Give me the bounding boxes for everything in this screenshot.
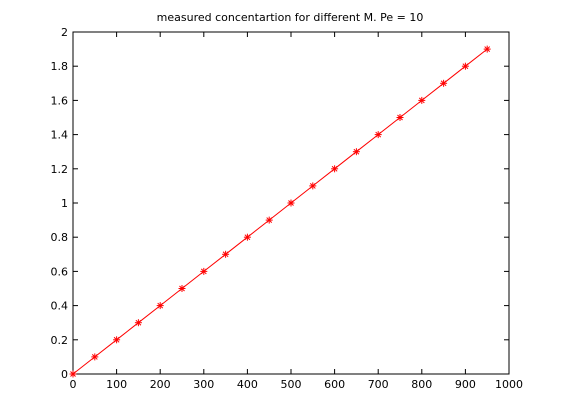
data-point-marker: [309, 182, 316, 189]
y-tick-label: 1.4: [51, 129, 69, 142]
data-point-marker: [266, 217, 273, 224]
data-point-marker: [331, 165, 338, 172]
data-point-marker: [200, 268, 207, 275]
x-tick-label: 1000: [495, 378, 523, 391]
data-point-marker: [353, 148, 360, 155]
data-point-marker: [70, 371, 77, 378]
y-tick-label: 0.8: [51, 231, 69, 244]
x-tick-label: 600: [324, 378, 345, 391]
data-point-marker: [113, 336, 120, 343]
x-tick-label: 700: [368, 378, 389, 391]
data-point-marker: [418, 97, 425, 104]
data-point-marker: [222, 251, 229, 258]
data-point-marker: [157, 302, 164, 309]
data-point-marker: [484, 46, 491, 53]
y-tick-label: 1.2: [51, 163, 69, 176]
y-tick-label: 0.2: [51, 334, 69, 347]
data-point-marker: [244, 234, 251, 241]
data-point-marker: [179, 285, 186, 292]
x-tick-label: 900: [455, 378, 476, 391]
data-point-marker: [288, 200, 295, 207]
data-point-marker: [462, 63, 469, 70]
y-tick-label: 0.6: [51, 265, 69, 278]
y-tick-label: 0.4: [51, 300, 69, 313]
x-tick-label: 500: [281, 378, 302, 391]
data-point-marker: [397, 114, 404, 121]
x-tick-label: 800: [411, 378, 432, 391]
x-tick-label: 100: [106, 378, 127, 391]
chart-title: measured concentartion for different M. …: [157, 11, 424, 24]
data-point-marker: [375, 131, 382, 138]
y-tick-label: 1: [61, 197, 68, 210]
data-point-marker: [440, 80, 447, 87]
y-tick-label: 0: [61, 368, 68, 381]
y-tick-label: 1.6: [51, 94, 69, 107]
y-tick-label: 1.8: [51, 60, 69, 73]
x-tick-label: 0: [70, 378, 77, 391]
x-tick-label: 400: [237, 378, 258, 391]
y-tick-label: 2: [61, 26, 68, 39]
data-point-marker: [135, 319, 142, 326]
x-tick-label: 200: [150, 378, 171, 391]
data-point-marker: [91, 353, 98, 360]
x-tick-label: 300: [193, 378, 214, 391]
